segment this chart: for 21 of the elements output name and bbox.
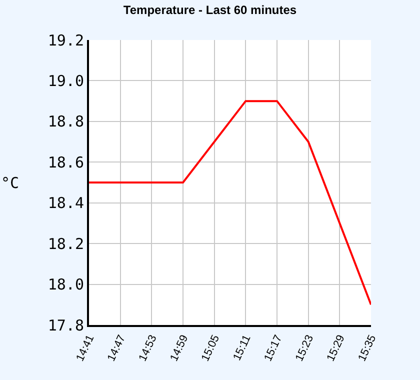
chart-title: Temperature - Last 60 minutes: [123, 3, 297, 18]
y-tick-label: 18.4: [48, 194, 84, 212]
y-tick-label: 18.2: [48, 234, 84, 253]
y-tick-label: 19.0: [48, 72, 84, 90]
x-tick-label: 14:59: [168, 333, 191, 364]
y-tick-label: 17.8: [48, 316, 84, 334]
y-tick-label: 18.8: [48, 112, 84, 131]
x-tick-label: 14:41: [74, 333, 97, 364]
x-tick-label: 14:47: [106, 333, 128, 364]
x-tick-label: 14:53: [136, 333, 160, 364]
x-tick-label: 15:05: [200, 333, 222, 364]
x-tick-label: 15:11: [231, 333, 254, 363]
x-tick-label: 15:17: [262, 333, 285, 364]
y-tick-label: 19.2: [48, 31, 84, 50]
line-series: [89, 100, 371, 306]
y-axis-title: °C: [1, 174, 20, 192]
x-tick-label: 15:23: [294, 333, 316, 364]
x-tick-label: 15:29: [324, 333, 348, 364]
x-tick-label: 15:35: [356, 333, 379, 364]
y-tick-label: 18.0: [48, 276, 84, 294]
y-tick-label: 18.6: [48, 153, 84, 172]
